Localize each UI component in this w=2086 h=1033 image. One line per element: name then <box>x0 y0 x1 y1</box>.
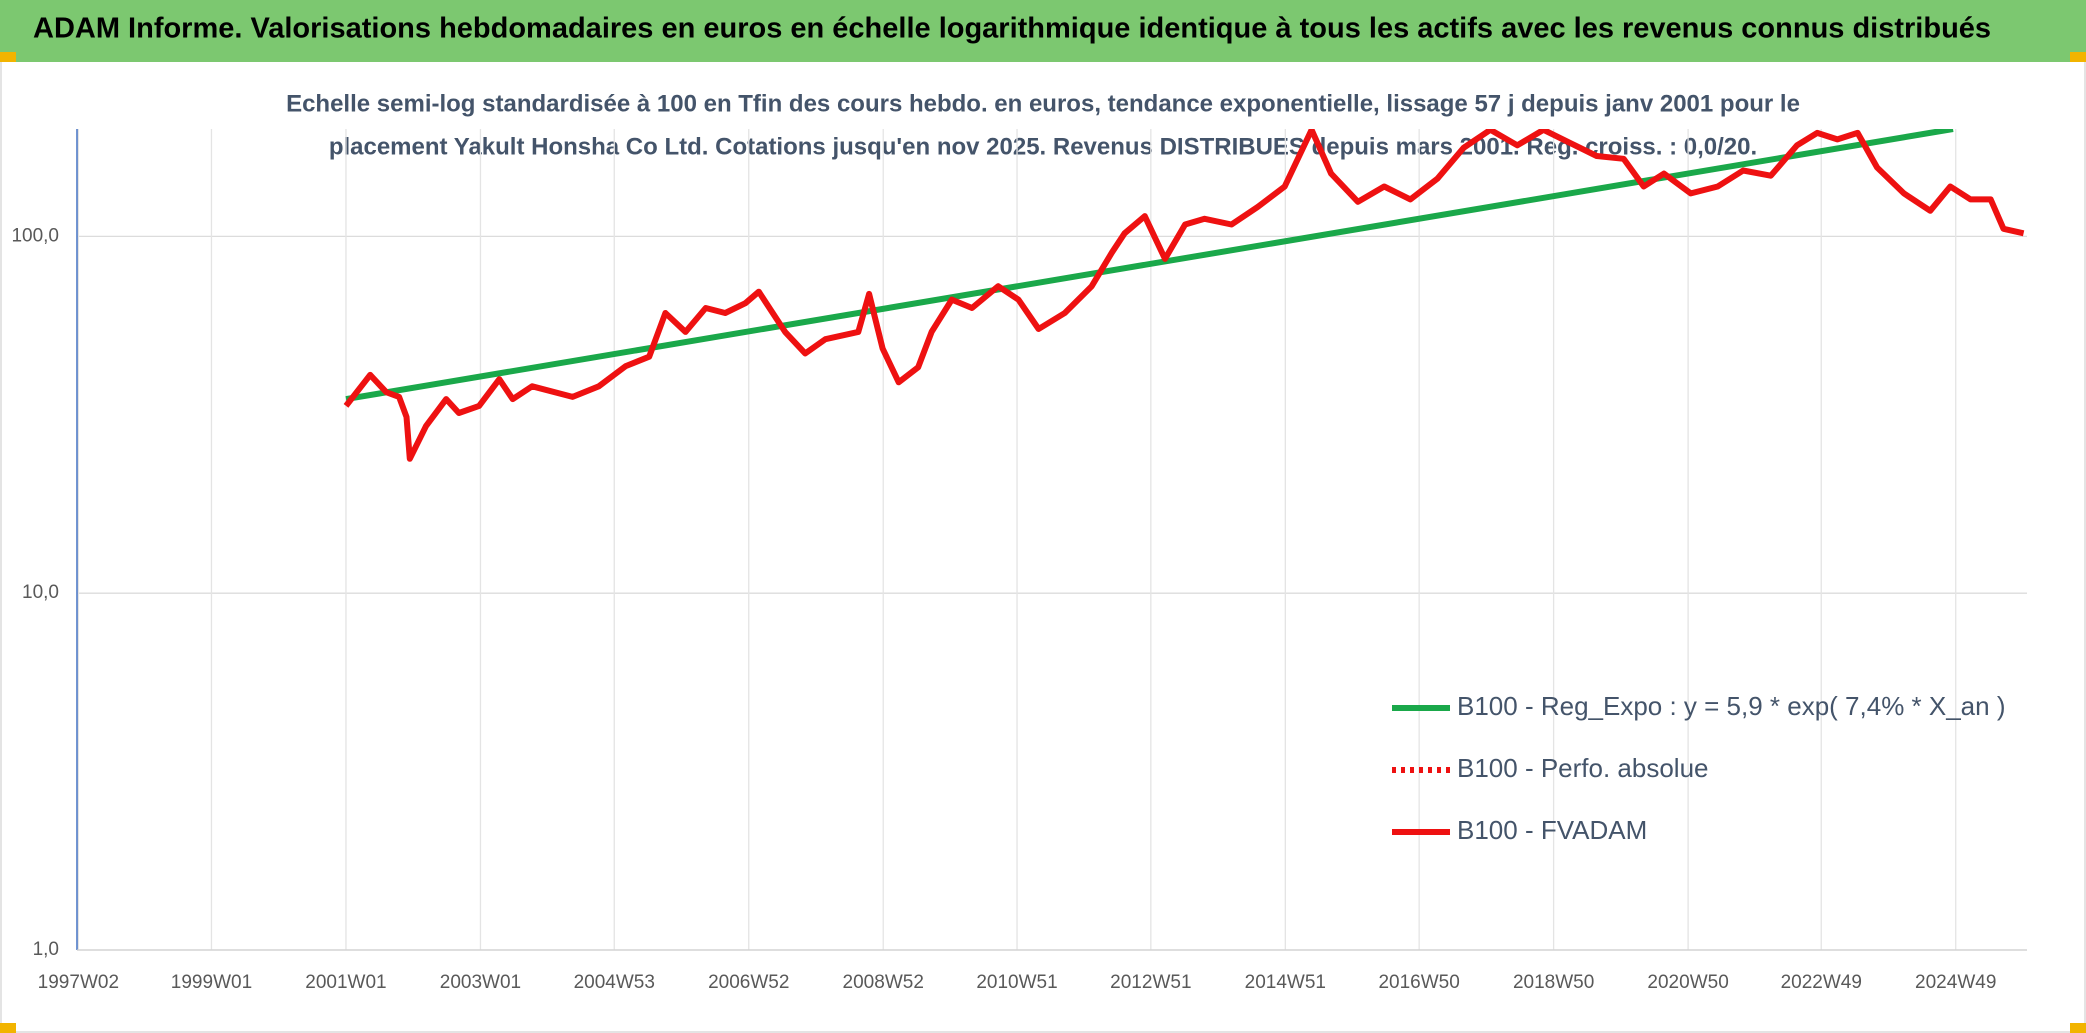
x-tick-label: 2012W51 <box>1110 972 1191 993</box>
x-tick-label: 2022W49 <box>1781 972 1862 993</box>
x-tick-label: 2024W49 <box>1915 972 1996 993</box>
chart-title: ADAM Informe. Valorisations hebdomadaire… <box>33 13 1991 45</box>
x-tick-label: 2018W50 <box>1513 972 1594 993</box>
x-tick-label: 2020W50 <box>1647 972 1728 993</box>
legend-label: B100 - Reg_Expo : y = 5,9 * exp( 7,4% * … <box>1457 691 2006 721</box>
x-tick-label: 2006W52 <box>708 972 789 993</box>
x-tick-label: 2016W50 <box>1378 972 1459 993</box>
subtitle: Echelle semi-log standardisée à 100 en T… <box>286 90 1800 117</box>
x-tick-label: 1997W02 <box>38 972 119 993</box>
legend-label: B100 - Perfo. absolue <box>1457 753 1709 783</box>
x-tick-label: 2014W51 <box>1245 972 1326 993</box>
legend-label: B100 - FVADAM <box>1457 815 1647 845</box>
x-tick-label: 2003W01 <box>440 972 521 993</box>
x-tick-label: 2001W01 <box>305 972 386 993</box>
corner <box>2070 1023 2086 1033</box>
y-tick-label: 100,0 <box>11 225 59 246</box>
x-tick-label: 2004W53 <box>574 972 655 993</box>
x-tick-label: 2010W51 <box>976 972 1057 993</box>
subtitle: placement Yakult Honsha Co Ltd. Cotation… <box>329 133 1757 160</box>
y-tick-label: 10,0 <box>22 582 59 603</box>
corner <box>2070 52 2086 62</box>
corner <box>0 1023 16 1033</box>
corner <box>0 52 16 62</box>
data-line <box>343 129 2025 462</box>
header-bar <box>0 0 2086 62</box>
y-tick-label: 1,0 <box>33 939 59 960</box>
x-tick-label: 1999W01 <box>171 972 252 993</box>
plot-area <box>343 129 2025 462</box>
data-line <box>345 129 1954 403</box>
x-tick-label: 2008W52 <box>843 972 924 993</box>
